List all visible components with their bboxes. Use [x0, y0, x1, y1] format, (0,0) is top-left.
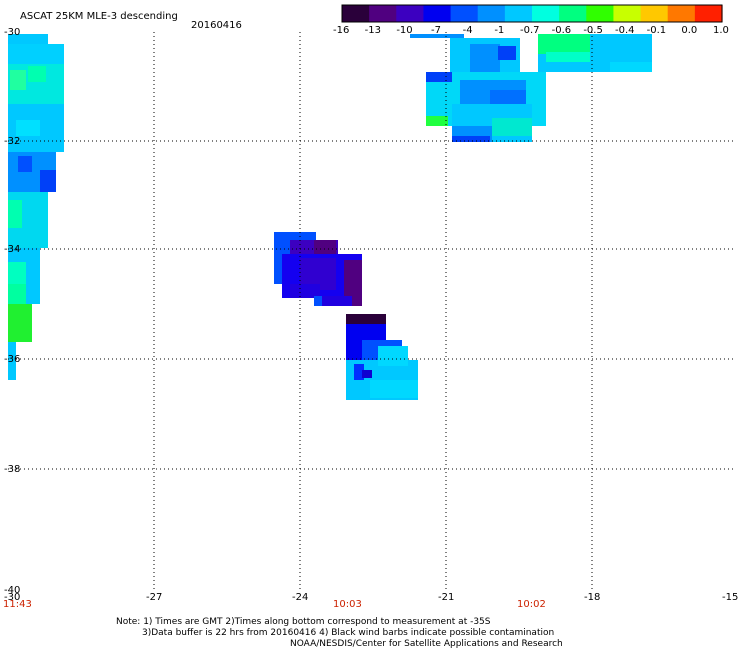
colorbar-swatch — [667, 5, 696, 22]
map-title: ASCAT 25KM MLE-3 descending — [20, 11, 178, 22]
latitude-label: -36 — [4, 354, 21, 365]
footer-note-line2: 3)Data buffer is 22 hrs from 20160416 4)… — [142, 628, 555, 638]
colorbar-swatch — [532, 5, 560, 22]
colorbar-swatch — [613, 5, 642, 22]
time-label-1: 11:43 — [3, 599, 32, 610]
colorbar-tick-label: -0.1 — [646, 25, 667, 36]
colorbar-tick-label: -16 — [333, 25, 350, 36]
colorbar-swatch — [423, 5, 452, 22]
latitude-label: -34 — [4, 244, 21, 255]
colorbar-tick-label: -0.7 — [520, 25, 540, 36]
longitude-label: -27 — [146, 592, 163, 603]
longitude-label: -30 — [4, 592, 21, 603]
swath-central — [274, 232, 362, 306]
colorbar-tick-label: -0.4 — [615, 25, 635, 36]
time-label-3: 10:02 — [517, 599, 546, 610]
time-label-2: 10:03 — [333, 599, 362, 610]
longitude-label: -18 — [584, 592, 601, 603]
colorbar-tick-label: -0.5 — [583, 25, 603, 36]
colorbar-swatch — [586, 5, 615, 22]
colorbar-border — [341, 4, 723, 23]
map-date: 20160416 — [191, 20, 242, 31]
colorbar-tick-label: 0.0 — [681, 25, 698, 36]
swath-south — [346, 314, 418, 400]
swath-northeast — [410, 34, 652, 142]
colorbar-swatch — [640, 5, 669, 22]
colorbar-swatch — [396, 5, 425, 22]
latitude-label: -30 — [4, 27, 21, 38]
colorbar-swatch — [694, 5, 723, 22]
colorbar-swatch — [504, 5, 533, 22]
colorbar-tick-label: -4 — [462, 25, 473, 36]
colorbar-tick-label: -1 — [494, 25, 505, 36]
colorbar-swatch — [477, 5, 506, 22]
longitude-label: -21 — [438, 592, 455, 603]
colorbar-swatch — [342, 5, 370, 22]
colorbar-tick-label: -13 — [364, 25, 381, 36]
longitude-label: -15 — [722, 592, 739, 603]
colorbar-swatch — [559, 5, 587, 22]
colorbar-swatch — [450, 5, 479, 22]
latitude-label: -38 — [4, 464, 21, 475]
latitude-label: -32 — [4, 136, 21, 147]
footer-note-line3: NOAA/NESDIS/Center for Satellite Applica… — [290, 639, 563, 649]
dotted-grid — [8, 32, 736, 590]
colorbar-tick-label: -0.6 — [551, 25, 572, 36]
colorbar — [341, 4, 723, 23]
colorbar-swatch — [369, 5, 397, 22]
colorbar-tick-label: 1.0 — [713, 25, 729, 36]
colorbar-tick-label: -7 — [431, 25, 441, 36]
colorbar-tick-label: -10 — [396, 25, 413, 36]
footer-note-line1: Note: 1) Times are GMT 2)Times along bot… — [116, 617, 491, 627]
longitude-label: -24 — [292, 592, 309, 603]
swath-west-coast — [8, 34, 64, 380]
latitude-label: -40 — [4, 585, 21, 596]
